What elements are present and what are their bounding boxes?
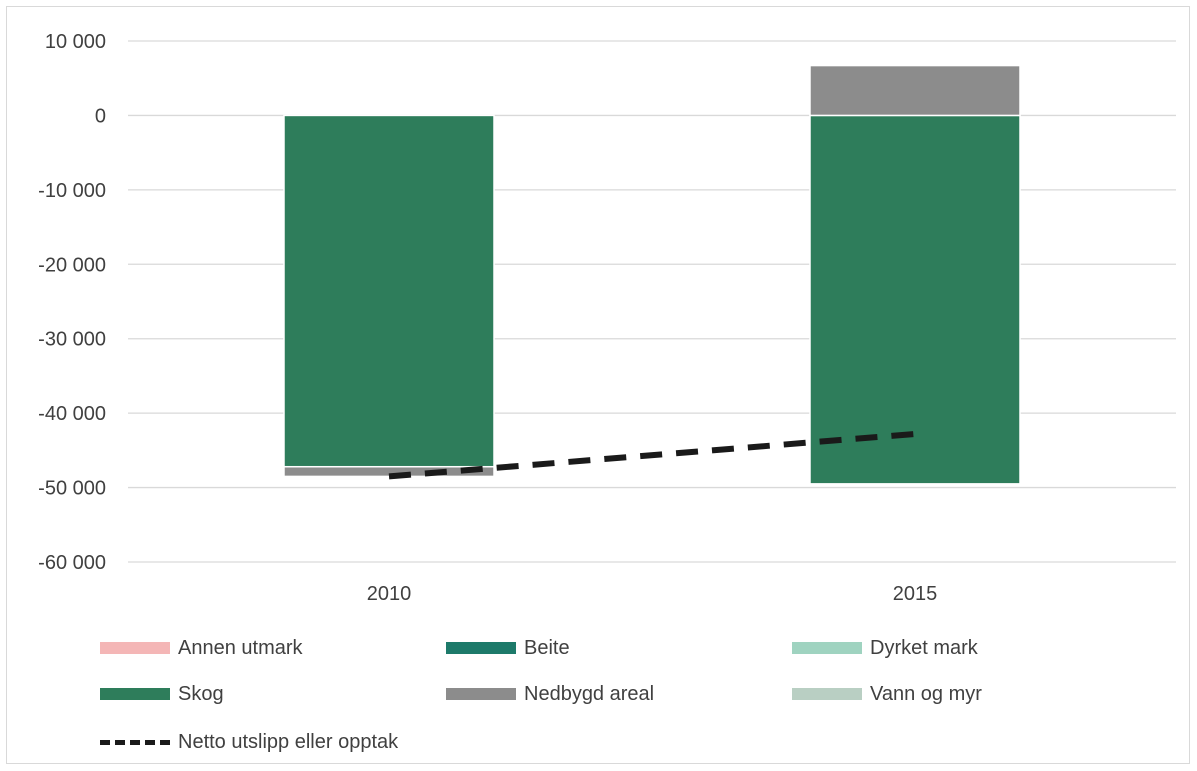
net-line <box>388 430 916 480</box>
y-tick-label: 0 <box>95 105 106 127</box>
x-tick-label: 2010 <box>367 583 412 605</box>
bar-skog-2010 <box>283 114 495 468</box>
net-line-path <box>388 430 916 480</box>
y-tick-label: -60 000 <box>38 552 106 574</box>
y-tick-label: -30 000 <box>38 329 106 351</box>
y-tick-label: -10 000 <box>38 180 106 202</box>
y-tick-label: 10 000 <box>45 31 106 53</box>
y-tick-label: -50 000 <box>38 478 106 500</box>
bar-nedbygd-areal-2015 <box>809 64 1021 117</box>
x-tick-label: 2015 <box>893 583 938 605</box>
bars <box>283 64 1021 485</box>
y-tick-label: -20 000 <box>38 254 106 276</box>
y-axis-ticks: 10 000 0 -10 000 -20 000 -30 000 -40 000 -50 0… <box>38 31 106 574</box>
x-axis-ticks: 2010 2015 <box>367 583 938 605</box>
y-tick-label: -40 000 <box>38 403 106 425</box>
bar-skog-2015 <box>809 114 1021 485</box>
chart-frame <box>6 6 1190 764</box>
